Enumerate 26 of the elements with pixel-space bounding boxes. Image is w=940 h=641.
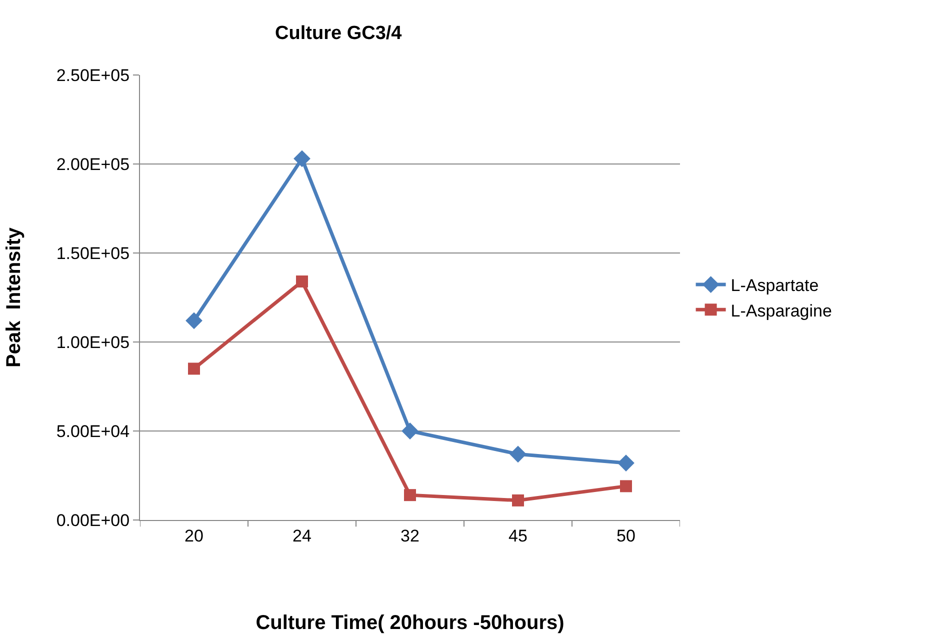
x-tick-label: 45 — [508, 526, 528, 546]
point — [620, 480, 632, 492]
y-tick-label: 2.50E+05 — [56, 66, 130, 85]
point — [404, 489, 416, 502]
point — [402, 422, 418, 440]
chart-title: Culture GC3/4 — [275, 22, 402, 44]
legend-label: L-Asparagine — [730, 301, 832, 320]
legend-label: L-Aspartate — [730, 276, 819, 296]
y-tick-label: 1.50E+05 — [56, 244, 130, 263]
point — [296, 275, 308, 288]
point — [510, 446, 526, 463]
x-tick-label: 50 — [616, 526, 636, 546]
x-tick-label: 20 — [184, 526, 204, 546]
point — [618, 454, 634, 472]
point — [188, 362, 200, 375]
point — [294, 150, 310, 168]
x-tick-label: 24 — [292, 526, 312, 546]
y-tick-label: 2.00E+05 — [56, 154, 130, 174]
y-axis-title: Peak Intensity — [2, 226, 25, 368]
y-tick-label: 0.00E+00 — [56, 510, 130, 530]
y-tick-label: 5.00E+04 — [56, 422, 130, 441]
point — [512, 494, 524, 506]
point — [186, 312, 202, 330]
y-tick-label: 1.00E+05 — [56, 332, 130, 352]
x-axis-title: Culture Time( 20hours -50hours) — [256, 612, 564, 634]
x-tick-label: 32 — [400, 526, 420, 546]
